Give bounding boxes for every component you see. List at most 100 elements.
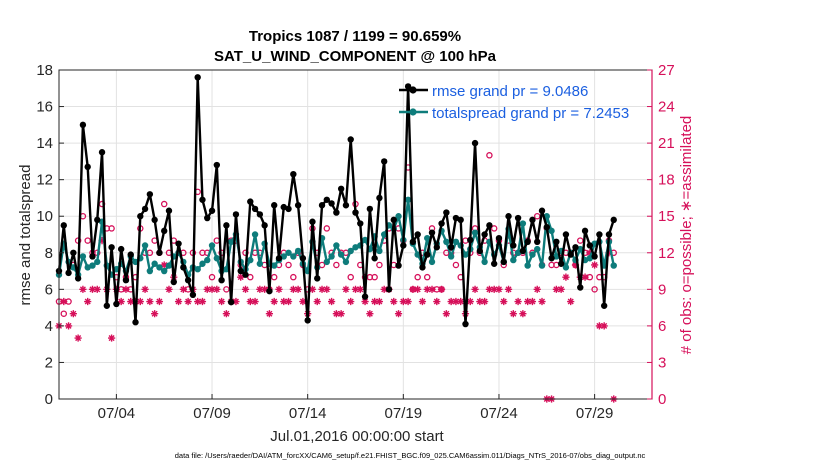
y2-tick-label: 24 bbox=[658, 99, 675, 116]
obs-assimilated-marker bbox=[557, 285, 565, 293]
obs-assimilated-marker bbox=[64, 322, 73, 330]
obs-assimilated-marker bbox=[332, 310, 340, 318]
rmse-point bbox=[213, 161, 221, 169]
obs-assimilated-marker bbox=[337, 310, 345, 318]
obs-assimilated-marker bbox=[428, 285, 436, 293]
rmse-point bbox=[447, 244, 455, 251]
rmse-point bbox=[256, 211, 264, 218]
obs-assimilated-marker bbox=[485, 285, 494, 293]
obs-assimilated-marker bbox=[442, 310, 450, 318]
rmse-point bbox=[562, 231, 570, 238]
totalspread-point bbox=[141, 242, 149, 249]
totalspread-point bbox=[328, 253, 335, 260]
obs-assimilated-marker bbox=[347, 297, 355, 306]
rmse-point bbox=[505, 213, 512, 220]
obs-possible-marker bbox=[84, 237, 91, 244]
rmse-point bbox=[70, 249, 77, 256]
rmse-point bbox=[529, 216, 536, 224]
totalspread-point bbox=[194, 266, 201, 273]
rmse-point bbox=[371, 255, 378, 262]
y-tick-label: 14 bbox=[36, 135, 53, 152]
rmse-point bbox=[117, 245, 125, 253]
obs-assimilated-marker bbox=[146, 297, 154, 306]
rmse-point bbox=[84, 163, 91, 171]
rmse-point bbox=[266, 287, 273, 295]
obs-assimilated-marker bbox=[194, 297, 202, 306]
totalspread-point bbox=[361, 236, 369, 244]
rmse-point bbox=[108, 244, 115, 251]
rmse-point bbox=[462, 320, 469, 328]
obs-assimilated-marker bbox=[538, 297, 546, 306]
obs-assimilated-marker bbox=[452, 297, 460, 306]
rmse-point bbox=[65, 269, 72, 277]
totalspread-point bbox=[294, 247, 302, 255]
obs-possible-marker bbox=[414, 273, 421, 281]
rmse-point bbox=[424, 251, 431, 258]
rmse-point bbox=[156, 249, 163, 256]
y-tick-label: 18 bbox=[36, 62, 53, 79]
rmse-point bbox=[132, 319, 139, 326]
rmse-point bbox=[481, 231, 488, 238]
totalspread-point bbox=[538, 262, 546, 269]
rmse-point bbox=[577, 284, 584, 291]
obs-assimilated-marker bbox=[366, 310, 374, 318]
totalspread-point bbox=[519, 220, 527, 227]
obs-assimilated-marker bbox=[289, 285, 297, 293]
rmse-point bbox=[337, 185, 345, 193]
obs-possible-marker bbox=[318, 261, 326, 269]
totalspread-point bbox=[404, 196, 412, 203]
rmse-point bbox=[352, 209, 359, 216]
rmse-point bbox=[242, 271, 249, 278]
y-tick-label: 6 bbox=[45, 281, 53, 298]
obs-assimilated-marker bbox=[524, 297, 532, 306]
obs-assimilated-marker bbox=[88, 285, 97, 293]
legend-spread-label: totalspread grand pr = 7.2453 bbox=[432, 105, 629, 122]
rmse-point bbox=[567, 251, 574, 258]
obs-assimilated-marker bbox=[361, 297, 369, 306]
obs-assimilated-marker bbox=[552, 285, 560, 293]
totalspread-point bbox=[610, 262, 617, 269]
obs-possible-marker bbox=[285, 261, 292, 269]
obs-assimilated-marker bbox=[418, 297, 427, 306]
obs-assimilated-marker bbox=[605, 249, 613, 257]
rmse-point bbox=[534, 238, 541, 246]
rmse-point bbox=[457, 216, 464, 224]
totalspread-point bbox=[347, 247, 354, 255]
rmse-point bbox=[395, 262, 402, 269]
totalspread-point bbox=[428, 258, 436, 266]
obs-possible-marker bbox=[160, 200, 168, 208]
totalspread-point bbox=[376, 247, 383, 255]
rmse-point bbox=[180, 264, 187, 271]
rmse-point bbox=[165, 207, 173, 214]
rmse-point bbox=[476, 247, 484, 255]
x-tick-label: 07/04 bbox=[98, 405, 136, 422]
obs-assimilated-marker bbox=[390, 297, 398, 306]
obs-possible-marker bbox=[270, 273, 278, 281]
rmse-point bbox=[194, 74, 201, 81]
rmse-point bbox=[223, 222, 230, 229]
totalspread-point bbox=[424, 234, 431, 242]
rmse-point bbox=[318, 202, 326, 209]
totalspread-point bbox=[161, 267, 168, 275]
obs-assimilated-marker bbox=[466, 297, 474, 306]
rmse-point bbox=[137, 213, 144, 220]
y2-tick-label: 18 bbox=[658, 172, 675, 189]
y-axis-label: rmse and totalspread bbox=[17, 165, 34, 306]
rmse-point bbox=[290, 170, 297, 178]
chart-subtitle: SAT_U_WIND_COMPONENT @ 100 hPa bbox=[214, 48, 497, 65]
rmse-point bbox=[490, 260, 498, 267]
rmse-point bbox=[500, 258, 507, 266]
obs-assimilated-marker bbox=[294, 285, 302, 293]
rmse-point bbox=[591, 253, 598, 260]
obs-possible-marker bbox=[452, 261, 460, 269]
rmse-point bbox=[419, 264, 426, 271]
rmse-point bbox=[208, 207, 216, 214]
rmse-point bbox=[361, 293, 369, 300]
rmse-point bbox=[227, 298, 235, 306]
y2-tick-label: 15 bbox=[658, 208, 675, 225]
obs-assimilated-marker bbox=[93, 285, 101, 293]
rmse-point bbox=[232, 211, 240, 218]
rmse-point bbox=[199, 196, 206, 203]
obs-assimilated-marker bbox=[198, 297, 207, 306]
legend: rmse grand pr = 9.0486 totalspread grand… bbox=[399, 83, 629, 122]
